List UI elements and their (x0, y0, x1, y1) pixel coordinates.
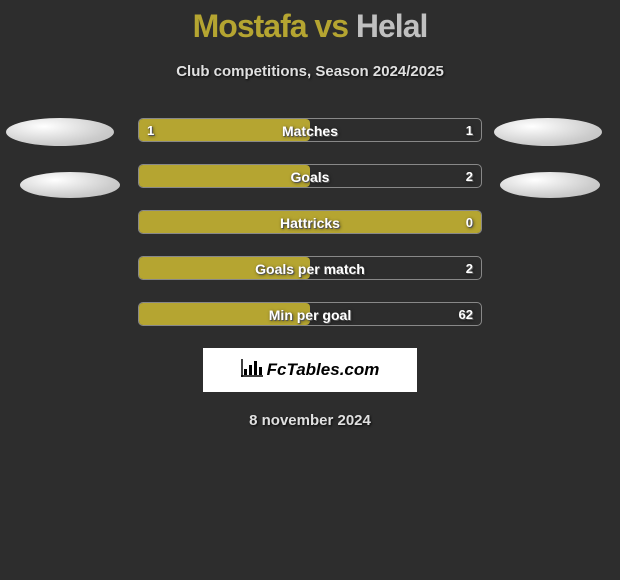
stat-label: Goals (139, 165, 481, 189)
stat-bar-matches: 1 Matches 1 (138, 118, 482, 142)
header: Mostafa vs Helal Club competitions, Seas… (0, 0, 620, 80)
avatar-right-primary (494, 118, 602, 146)
footer-date: 8 november 2024 (0, 412, 620, 429)
stat-bars: 1 Matches 1 Goals 2 Hattricks 0 Goals pe… (138, 118, 482, 326)
stat-bar-min-per-goal: Min per goal 62 (138, 302, 482, 326)
stat-label: Min per goal (139, 303, 481, 327)
stat-label: Goals per match (139, 257, 481, 281)
site-badge[interactable]: FcTables.com (203, 348, 417, 392)
bar-chart-icon (241, 359, 263, 382)
page-title: Mostafa vs Helal (0, 8, 620, 45)
avatar-left-primary (6, 118, 114, 146)
stat-value-right: 62 (459, 303, 473, 327)
comparison-content: 1 Matches 1 Goals 2 Hattricks 0 Goals pe… (0, 118, 620, 429)
stat-bar-goals: Goals 2 (138, 164, 482, 188)
stat-value-right: 2 (466, 257, 473, 281)
stat-value-right: 1 (466, 119, 473, 143)
stat-bar-goals-per-match: Goals per match 2 (138, 256, 482, 280)
avatar-left-secondary (20, 172, 120, 198)
stat-bar-hattricks: Hattricks 0 (138, 210, 482, 234)
site-badge-text: FcTables.com (267, 360, 380, 380)
title-player-right: Helal (356, 8, 427, 44)
title-vs: vs (314, 8, 348, 44)
avatar-right-secondary (500, 172, 600, 198)
stat-value-right: 0 (466, 211, 473, 235)
title-player-left: Mostafa (193, 8, 307, 44)
stat-label: Hattricks (139, 211, 481, 235)
stat-value-right: 2 (466, 165, 473, 189)
subtitle: Club competitions, Season 2024/2025 (0, 63, 620, 80)
stat-label: Matches (139, 119, 481, 143)
